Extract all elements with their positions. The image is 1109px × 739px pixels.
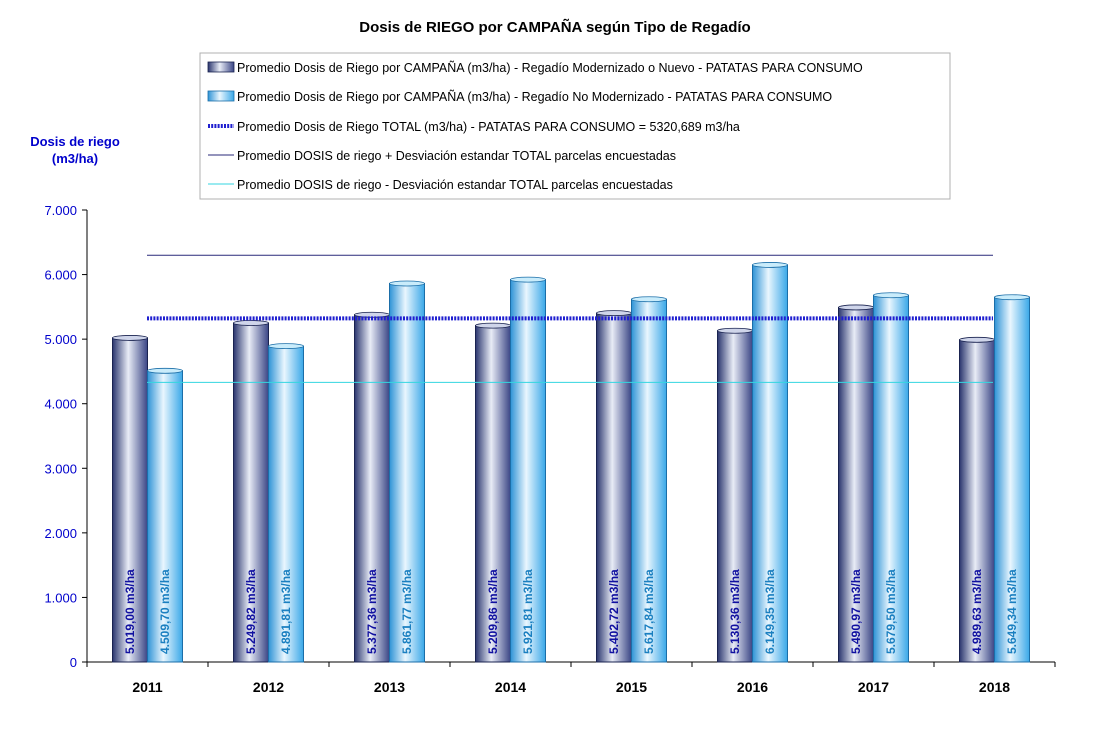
x-tick-label: 2011 <box>132 679 163 695</box>
legend-item-series-2: Promedio Dosis de Riego por CAMPAÑA (m3/… <box>207 90 832 104</box>
data-label-series-2: 5.679,50 m3/ha <box>884 569 898 654</box>
bar-cap-series-2 <box>752 262 788 268</box>
legend-swatch-series-2 <box>207 90 235 102</box>
x-tick-label: 2013 <box>374 679 405 695</box>
y-tick-label: 3.000 <box>44 461 77 476</box>
legend-item-minus-sd: Promedio DOSIS de riego - Desviación est… <box>208 178 673 192</box>
bar-cap-series-1 <box>838 304 874 311</box>
bar-cap-series-2 <box>994 294 1030 301</box>
bar-cap-series-2 <box>510 276 546 283</box>
data-label-series-2: 5.921,81 m3/ha <box>521 569 535 654</box>
bar-series-1 <box>233 322 269 663</box>
legend: Promedio Dosis de Riego por CAMPAÑA (m3/… <box>199 52 951 200</box>
bar-series-1 <box>959 339 995 663</box>
bar-series-2 <box>631 298 667 663</box>
y-tick-label: 0 <box>70 655 77 670</box>
legend-label-minus-sd: Promedio DOSIS de riego - Desviación est… <box>237 178 673 192</box>
data-label-series-2: 5.861,77 m3/ha <box>400 569 414 654</box>
bar-cap-series-1 <box>233 320 269 326</box>
y-tick-label: 6.000 <box>44 268 77 283</box>
legend-swatch-series-1 <box>207 61 235 73</box>
data-label-series-1: 5.019,00 m3/ha <box>123 569 137 654</box>
bar-series-2 <box>994 296 1030 663</box>
bar-series-2 <box>268 345 304 663</box>
bar-series-2 <box>510 279 546 663</box>
y-tick-label: 1.000 <box>44 590 77 605</box>
data-label-series-2: 4.891,81 m3/ha <box>279 569 293 654</box>
x-tick-label: 2016 <box>737 679 768 695</box>
bar-series-1 <box>838 306 874 663</box>
x-tick-label: 2012 <box>253 679 284 695</box>
y-tick-label: 4.000 <box>44 397 77 412</box>
x-tick-label: 2018 <box>979 679 1010 695</box>
bar-series-1 <box>112 337 148 663</box>
data-label-series-1: 5.402,72 m3/ha <box>607 569 621 654</box>
data-label-series-2: 5.617,84 m3/ha <box>642 569 656 654</box>
legend-item-series-1: Promedio Dosis de Riego por CAMPAÑA (m3/… <box>207 61 863 75</box>
data-label-series-1: 5.209,86 m3/ha <box>486 569 500 654</box>
bar-series-2 <box>389 282 425 663</box>
data-label-series-1: 5.490,97 m3/ha <box>849 569 863 654</box>
data-label-series-2: 5.649,34 m3/ha <box>1005 569 1019 654</box>
x-tick-label: 2014 <box>495 679 526 695</box>
bar-cap-series-2 <box>268 343 304 350</box>
bar-cap-series-1 <box>112 335 148 341</box>
bar-series-2 <box>752 264 788 663</box>
y-axis-label-line1: Dosis de riego <box>30 134 120 149</box>
bar-cap-series-1 <box>717 327 753 334</box>
legend-label-series-1: Promedio Dosis de Riego por CAMPAÑA (m3/… <box>237 61 863 75</box>
legend-label-series-2: Promedio Dosis de Riego por CAMPAÑA (m3/… <box>237 90 832 104</box>
legend-label-total-mean: Promedio Dosis de Riego TOTAL (m3/ha) - … <box>237 120 740 134</box>
data-label-series-1: 5.130,36 m3/ha <box>728 569 742 654</box>
bar-cap-series-2 <box>873 292 909 299</box>
x-tick-label: 2015 <box>616 679 647 695</box>
bar-series-1 <box>354 314 390 663</box>
bar-series-1 <box>596 312 632 663</box>
bar-cap-series-2 <box>631 296 667 303</box>
data-label-series-1: 5.249,82 m3/ha <box>244 569 258 654</box>
data-label-series-2: 4.509,70 m3/ha <box>158 569 172 654</box>
x-tick-label: 2017 <box>858 679 889 695</box>
y-tick-label: 5.000 <box>44 332 77 347</box>
data-label-series-2: 6.149,35 m3/ha <box>763 569 777 654</box>
y-tick-label: 2.000 <box>44 526 77 541</box>
bar-series-1 <box>717 330 753 663</box>
chart-title: Dosis de RIEGO por CAMPAÑA según Tipo de… <box>359 18 750 36</box>
legend-box <box>199 52 951 200</box>
plot-area: 0 1.000 2.000 3.000 4.000 5.000 6.000 7.000 2011… <box>44 203 1056 695</box>
legend-item-total-mean: Promedio Dosis de Riego TOTAL (m3/ha) - … <box>208 120 740 134</box>
legend-item-plus-sd: Promedio DOSIS de riego + Desviación est… <box>208 149 676 163</box>
bar-cap-series-1 <box>959 336 995 343</box>
bar-series-2 <box>147 370 183 663</box>
bar-cap-series-2 <box>147 367 183 374</box>
bar-cap-series-2 <box>389 280 425 287</box>
y-axis-label-line2: (m3/ha) <box>52 151 98 166</box>
bar-cap-series-1 <box>475 322 511 329</box>
data-label-series-1: 5.377,36 m3/ha <box>365 569 379 654</box>
data-label-series-1: 4.989,63 m3/ha <box>970 569 984 654</box>
legend-label-plus-sd: Promedio DOSIS de riego + Desviación est… <box>237 149 676 163</box>
bar-cap-series-1 <box>596 310 632 317</box>
y-tick-label: 7.000 <box>44 203 77 218</box>
